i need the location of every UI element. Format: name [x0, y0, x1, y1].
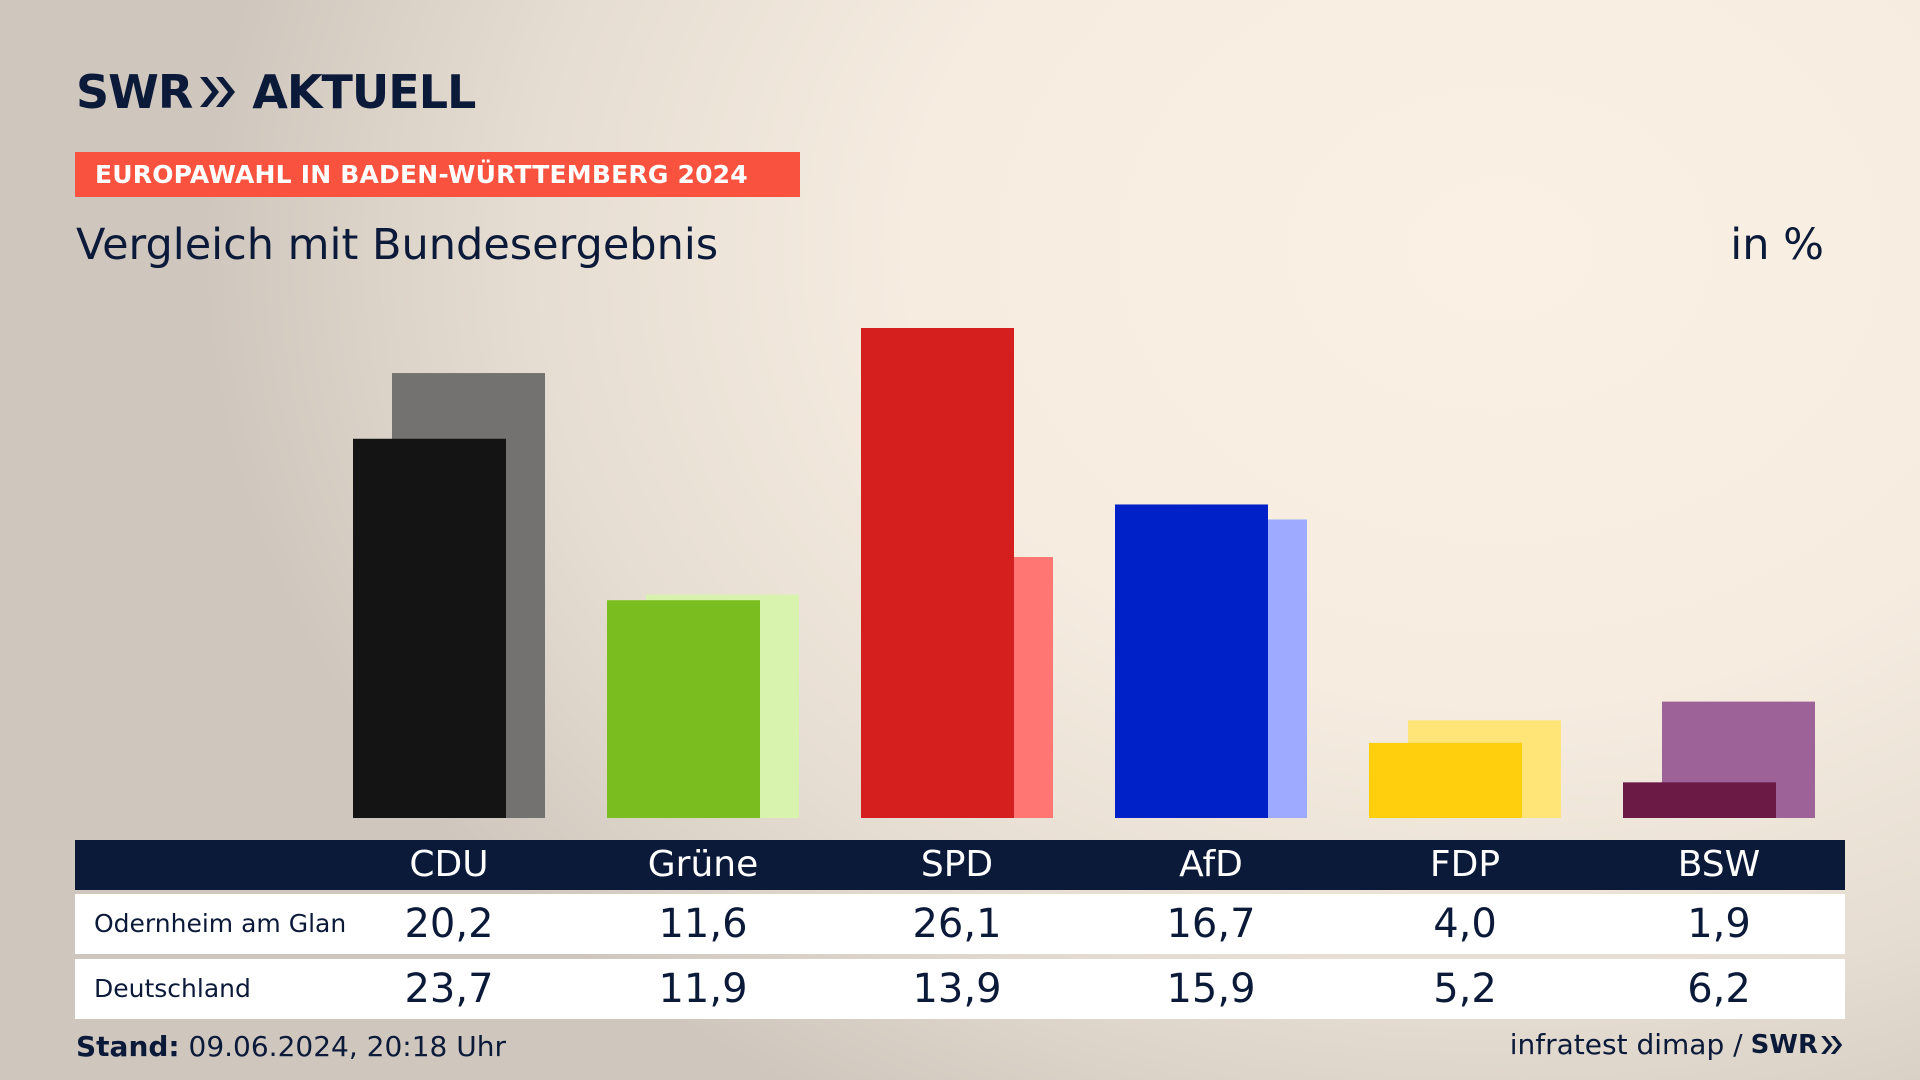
bar-local-cdu	[353, 438, 506, 818]
value-cell-cdu: 23,7	[404, 966, 494, 1012]
row-label-national: Deutschland	[94, 974, 251, 1003]
value-cell-afd: 15,9	[1166, 966, 1256, 1012]
logo-swr-text: SWR	[76, 65, 193, 119]
row-label-local: Odernheim am Glan	[94, 909, 347, 938]
bar-chart	[353, 328, 1815, 818]
stand-label: Stand:	[76, 1030, 180, 1063]
header-cell-spd: SPD	[920, 844, 994, 885]
value-cell-afd: 16,7	[1166, 901, 1256, 947]
header-cell-fdp: FDP	[1429, 844, 1501, 885]
bar-local-spd	[861, 328, 1014, 818]
value-cell-grüne: 11,6	[658, 901, 748, 947]
mini-chevron-icon	[1821, 1035, 1843, 1054]
bar-local-grüne	[607, 600, 760, 818]
source-credit: infratest dimap / SWR	[1510, 1028, 1844, 1061]
value-cell-spd: 26,1	[912, 901, 1002, 947]
value-cell-bsw: 1,9	[1687, 901, 1751, 947]
logo-aktuell-text: AKTUELL	[252, 65, 476, 119]
bar-local-fdp	[1369, 742, 1522, 818]
value-cell-grüne: 11,9	[658, 966, 748, 1012]
timestamp: Stand: 09.06.2024, 20:18 Uhr	[76, 1030, 506, 1063]
value-cell-cdu: 20,2	[404, 901, 494, 947]
source-text: infratest dimap /	[1509, 1028, 1743, 1061]
unit-label: in %	[1730, 220, 1824, 270]
stand-value: 09.06.2024, 20:18 Uhr	[179, 1030, 506, 1063]
value-cell-fdp: 4,0	[1433, 901, 1497, 947]
bar-local-afd	[1115, 504, 1268, 818]
mini-swr-logo: SWR	[1750, 1029, 1818, 1060]
header-cell-bsw: BSW	[1677, 844, 1761, 885]
double-chevron-icon	[200, 77, 236, 107]
table-row: Odernheim am Glan 20,2 11,6 26,1 16,7 4,0 1,9	[75, 894, 1845, 954]
bar-local-bsw	[1623, 782, 1776, 818]
chart-subtitle: Vergleich mit Bundesergebnis	[76, 220, 719, 270]
value-cell-spd: 13,9	[912, 966, 1002, 1012]
swr-aktuell-logo: SWR AKTUELL	[76, 64, 476, 120]
value-cell-bsw: 6,2	[1687, 966, 1751, 1012]
value-cell-fdp: 5,2	[1433, 966, 1497, 1012]
table-header: CDU Grüne SPD AfD FDP BSW	[75, 840, 1845, 890]
table-row: Deutschland 23,7 11,9 13,9 15,9 5,2 6,2	[75, 959, 1845, 1019]
election-banner: EUROPAWAHL IN BADEN-WÜRTTEMBERG 2024	[75, 152, 800, 197]
results-table: CDU Grüne SPD AfD FDP BSW Odernheim am Glan 2…	[75, 840, 1845, 1019]
header-cell-cdu: CDU	[409, 844, 489, 885]
header-cell-grüne: Grüne	[647, 844, 759, 885]
header-cell-afd: AfD	[1179, 844, 1243, 885]
